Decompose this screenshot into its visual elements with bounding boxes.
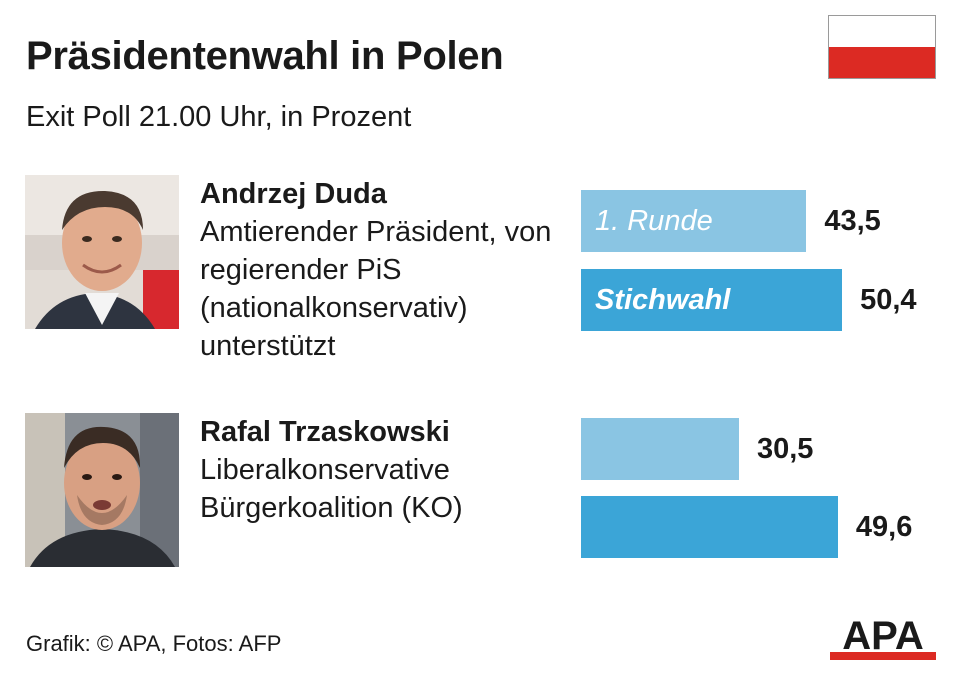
logo-text: APA: [842, 614, 923, 658]
bar-trzaskowski-1-runde: [581, 418, 739, 480]
bar-duda-stichwahl: [581, 269, 843, 331]
source-credit: Grafik: © APA, Fotos: AFP: [26, 631, 282, 656]
apa-logo: APA: [830, 612, 936, 662]
logo-red-bar: [830, 652, 936, 660]
candidate-name: Rafal Trzaskowski: [200, 416, 450, 448]
bar-duda-1-runde: [581, 190, 807, 252]
series-label-stichwahl: Stichwahl: [595, 284, 731, 316]
value-label-trzaskowski-1-runde: 30,5: [756, 433, 814, 465]
flag-white-stripe: [829, 16, 935, 47]
value-label-duda-1-runde: 43,5: [824, 205, 881, 237]
page-subtitle: Exit Poll 21.00 Uhr, in Prozent: [26, 101, 412, 133]
candidate-description: Amtierender Präsident, von regierender P…: [200, 216, 552, 362]
candidate-photo-trzaskowski: [25, 413, 179, 567]
candidate-photo-duda: [25, 175, 179, 329]
flag-red-stripe: [829, 47, 935, 78]
page-title: Präsidentenwahl in Polen: [26, 34, 504, 78]
value-label-duda-stichwahl: 50,4: [860, 284, 917, 316]
candidate-name: Andrzej Duda: [200, 178, 387, 210]
poland-flag-icon: [828, 15, 936, 79]
candidate-description: Liberalkonservative Bürgerkoalition (KO): [200, 454, 463, 524]
bar-trzaskowski-stichwahl: [581, 496, 838, 558]
candidate-info-duda: Andrzej Duda Amtierender Präsident, von …: [200, 175, 570, 365]
value-label-trzaskowski-stichwahl: 49,6: [855, 511, 913, 543]
series-label-1-runde: 1. Runde: [595, 205, 713, 237]
candidate-info-trzaskowski: Rafal Trzaskowski Liberalkonservative Bü…: [200, 413, 570, 527]
